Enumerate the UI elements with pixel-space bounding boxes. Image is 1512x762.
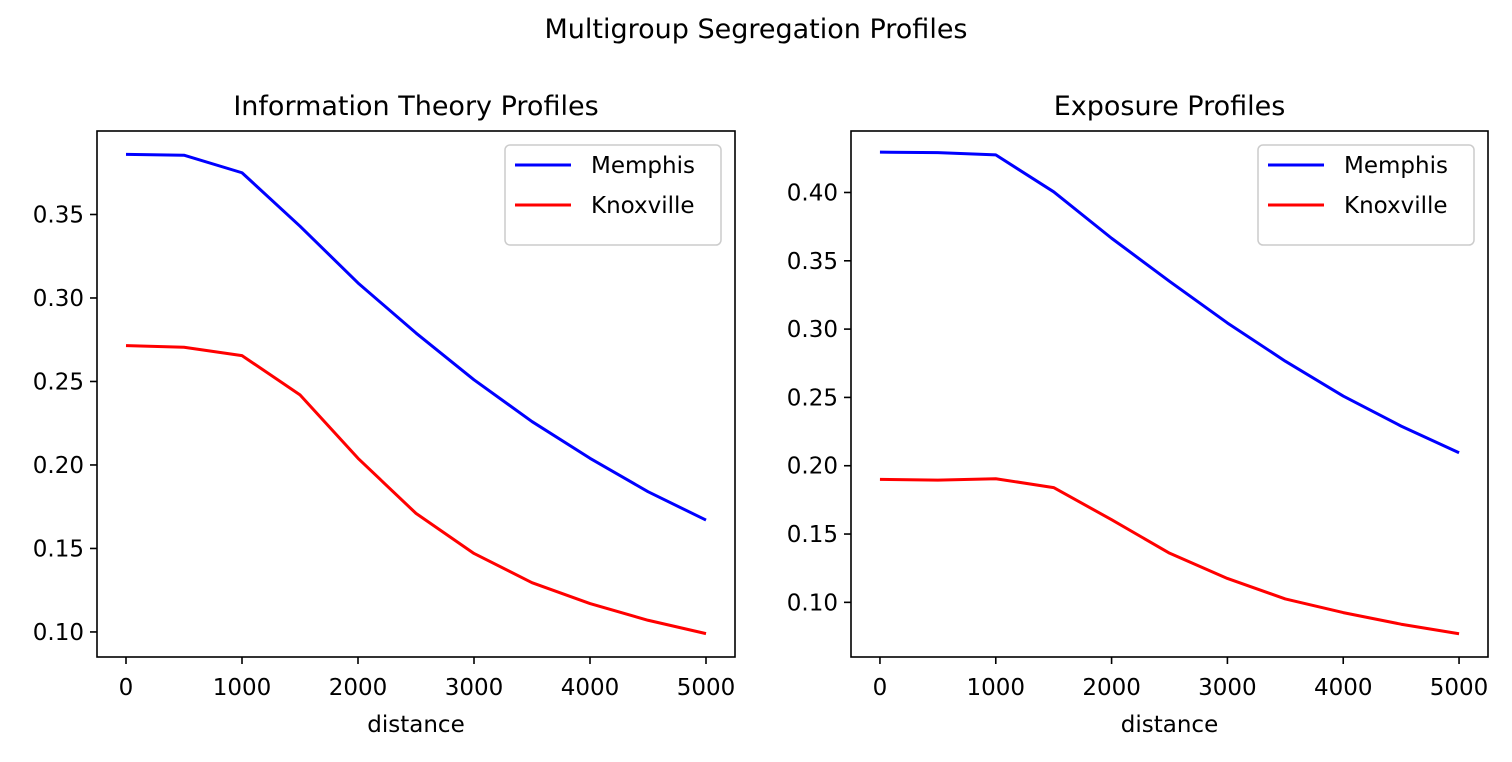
y-tick-label: 0.20 <box>787 454 838 480</box>
series-line-knoxville <box>125 344 707 636</box>
series-line-knoxville <box>879 477 1460 636</box>
y-tick-label: 0.40 <box>787 180 838 206</box>
x-axis-label: distance <box>1121 712 1218 738</box>
legend: Memphis Knoxville <box>504 144 722 246</box>
y-tick-label: 0.35 <box>33 202 84 228</box>
series-line-memphis <box>879 150 1460 455</box>
x-tick-label: 0 <box>119 675 134 701</box>
subplot-title: Information Theory Profiles <box>233 91 598 122</box>
subplot-2: Exposure Profiles 0 1000 2000 3000 4000 5000 0.… <box>787 91 1489 738</box>
x-tick-label: 2000 <box>1082 675 1141 701</box>
legend-label: Knoxville <box>591 193 695 219</box>
y-tick-label: 0.10 <box>787 590 838 616</box>
x-tick-label: 2000 <box>329 675 388 701</box>
x-tick-label: 4000 <box>1314 675 1373 701</box>
series-line-memphis <box>125 152 707 522</box>
x-tick-label: 3000 <box>445 675 504 701</box>
x-tick-label: 4000 <box>561 675 620 701</box>
x-tick-label: 1000 <box>213 675 272 701</box>
legend-label: Memphis <box>591 153 695 179</box>
x-tick-label: 0 <box>873 675 888 701</box>
x-tick-label: 5000 <box>1430 675 1489 701</box>
subplot-title: Exposure Profiles <box>1054 91 1286 122</box>
legend-label: Memphis <box>1344 153 1448 179</box>
y-tick-label: 0.25 <box>787 385 838 411</box>
legend: Memphis Knoxville <box>1257 144 1475 246</box>
y-tick-label: 0.30 <box>787 317 838 343</box>
y-tick-label: 0.15 <box>787 522 838 548</box>
y-tick-label: 0.25 <box>33 369 84 395</box>
subplot-1: Information Theory Profiles 0 1000 2000 3000… <box>33 91 736 738</box>
x-tick-label: 3000 <box>1198 675 1257 701</box>
y-tick-label: 0.20 <box>33 453 84 479</box>
legend-label: Knoxville <box>1344 193 1448 219</box>
figure-title: Multigroup Segregation Profiles <box>544 14 968 45</box>
legend-box <box>504 144 722 246</box>
y-tick-label: 0.30 <box>33 286 84 312</box>
y-tick-label: 0.35 <box>787 249 838 275</box>
axes-frame <box>96 130 736 658</box>
x-tick-label: 5000 <box>677 675 736 701</box>
x-tick-label: 1000 <box>966 675 1025 701</box>
axes-frame <box>850 130 1489 658</box>
x-axis-label: distance <box>367 712 464 738</box>
legend-box <box>1257 144 1475 246</box>
y-tick-label: 0.15 <box>33 536 84 562</box>
y-tick-label: 0.10 <box>33 620 84 646</box>
